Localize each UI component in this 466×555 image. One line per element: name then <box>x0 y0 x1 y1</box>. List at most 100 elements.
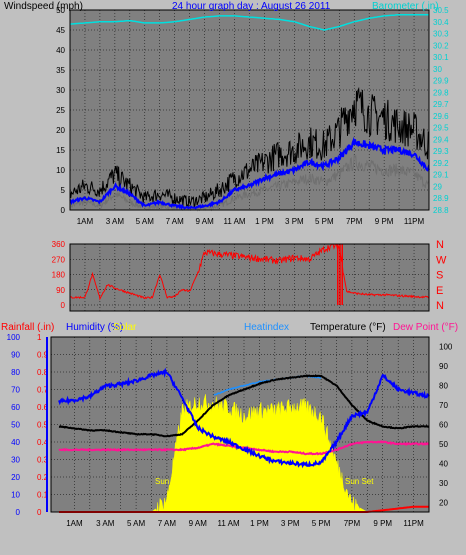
temperature-y-tick: 50 <box>439 440 448 449</box>
rainfall-y-tick: 0.6 <box>37 403 49 412</box>
compass-label: W <box>436 254 447 266</box>
time-tick-label: 3 PM <box>285 217 304 226</box>
barometer-y-tick: 28.9 <box>433 194 449 203</box>
wind-y-tick: 5 <box>61 186 66 195</box>
time-tick-label-bottom: 1 PM <box>250 519 269 528</box>
wind-direction-line <box>69 243 430 301</box>
sun-rise-label: Sun Rise <box>155 477 188 486</box>
compass-label: N <box>436 239 444 251</box>
temperature-y-tick: 90 <box>439 362 448 371</box>
wind-y-tick: 10 <box>56 166 65 175</box>
barometer-line <box>69 13 429 31</box>
wind-y-tick: 40 <box>56 46 65 55</box>
rainfall-y-tick: 0.3 <box>37 456 49 465</box>
time-tick-label-bottom: 7PM <box>344 519 361 528</box>
humidity-line <box>58 367 430 469</box>
windspeed-title: Windspeed (mph) <box>4 1 83 12</box>
direction-y-tick: 0 <box>61 301 66 310</box>
barometer-y-tick: 29 <box>433 182 442 191</box>
wind-series <box>69 13 430 212</box>
temperature-y-tick: 40 <box>439 459 448 468</box>
barometer-y-tick: 29.2 <box>433 159 449 168</box>
time-tick-label: 1 PM <box>255 217 274 226</box>
barometer-y-tick: 29.4 <box>433 135 449 144</box>
rainfall-y-tick: 0.1 <box>37 491 49 500</box>
barometer-title: Barometer (.in) <box>372 1 439 12</box>
barometer-y-tick: 29.5 <box>433 124 449 133</box>
time-tick-label: 5 AM <box>136 217 155 226</box>
rainfall-y-tick: 0.2 <box>37 473 49 482</box>
compass-label: S <box>436 270 443 282</box>
wind-average-line <box>69 136 430 211</box>
wind-y-tick: 30 <box>56 86 65 95</box>
climate-plot-border <box>50 336 430 513</box>
legend-heatindex: Heatindex <box>244 322 289 333</box>
wind-y-tick: 50 <box>56 6 65 15</box>
direction-series <box>69 243 430 305</box>
time-tick-label-bottom: 11 AM <box>218 519 240 528</box>
rainfall-y-tick: 0.4 <box>37 438 49 447</box>
direction-y-tick: 360 <box>52 240 66 249</box>
wind-y-tick: 20 <box>56 126 65 135</box>
time-tick-label: 7 AM <box>166 217 185 226</box>
barometer-y-tick: 29.8 <box>433 88 449 97</box>
temperature-y-tick: 80 <box>439 382 448 391</box>
wind-y-tick: 35 <box>56 66 65 75</box>
humidity-y-tick: 70 <box>11 386 20 395</box>
barometer-y-tick: 28.8 <box>433 206 449 215</box>
wind-plot-border <box>69 9 430 211</box>
rainfall-y-tick: 0.5 <box>37 421 49 430</box>
time-tick-label-bottom: 3 AM <box>96 519 115 528</box>
humidity-y-tick: 10 <box>11 491 20 500</box>
humidity-y-tick: 30 <box>11 456 20 465</box>
time-tick-label-bottom: 7 AM <box>158 519 177 528</box>
direction-y-tick: 180 <box>52 271 66 280</box>
barometer-y-tick: 29.1 <box>433 171 449 180</box>
graph-title: 24 hour graph day : August 26 2011 <box>172 1 331 12</box>
compass-label: N <box>436 300 444 312</box>
time-tick-label: 11PM <box>404 217 425 226</box>
time-tick-label-bottom: 5 AM <box>127 519 146 528</box>
time-tick-label-bottom: 9 AM <box>189 519 208 528</box>
time-tick-label: 11 AM <box>223 217 245 226</box>
direction-y-tick: 90 <box>56 286 65 295</box>
humidity-y-tick: 80 <box>11 368 20 377</box>
humidity-y-tick: 40 <box>11 438 20 447</box>
time-tick-label: 9 AM <box>196 217 215 226</box>
time-tick-label-bottom: 9 PM <box>373 519 392 528</box>
wind-y-tick: 0 <box>61 206 66 215</box>
wind-grid <box>70 9 429 211</box>
barometer-y-tick: 30.5 <box>433 6 449 15</box>
time-tick-label: 5 PM <box>315 217 334 226</box>
temperature-y-tick: 100 <box>439 343 453 352</box>
rainfall-y-tick: 1 <box>37 333 42 342</box>
barometer-y-tick: 29.6 <box>433 112 449 121</box>
barometer-y-tick: 30 <box>433 65 442 74</box>
time-tick-label: 7PM <box>346 217 363 226</box>
legend-temperature: Temperature (°F) <box>310 322 386 333</box>
barometer-y-tick: 30.1 <box>433 53 449 62</box>
humidity-y-tick: 0 <box>16 508 21 517</box>
wind-gust-line <box>69 86 430 209</box>
humidity-y-tick: 100 <box>7 333 21 342</box>
time-tick-label: 3 AM <box>106 217 125 226</box>
wind-y-tick: 25 <box>56 106 65 115</box>
barometer-y-tick: 30.3 <box>433 30 449 39</box>
direction-y-tick: 270 <box>52 255 66 264</box>
temperature-y-tick: 20 <box>439 498 448 507</box>
temperature-y-tick: 30 <box>439 479 448 488</box>
barometer-y-tick: 30.2 <box>433 41 449 50</box>
time-tick-label-bottom: 11PM <box>403 519 424 528</box>
wind-y-tick: 45 <box>56 26 65 35</box>
legend-rainfall: Rainfall (.in) <box>1 322 54 333</box>
temperature-y-tick: 70 <box>439 401 448 410</box>
temperature-y-tick: 60 <box>439 421 448 430</box>
humidity-y-tick: 60 <box>11 403 20 412</box>
compass-label: E <box>436 285 443 297</box>
rainfall-y-tick: 0.9 <box>37 351 49 360</box>
time-tick-label-bottom: 3 PM <box>281 519 300 528</box>
rainfall-y-tick: 0.7 <box>37 386 49 395</box>
legend-solar: Solar <box>113 322 137 333</box>
barometer-y-tick: 29.9 <box>433 77 449 86</box>
